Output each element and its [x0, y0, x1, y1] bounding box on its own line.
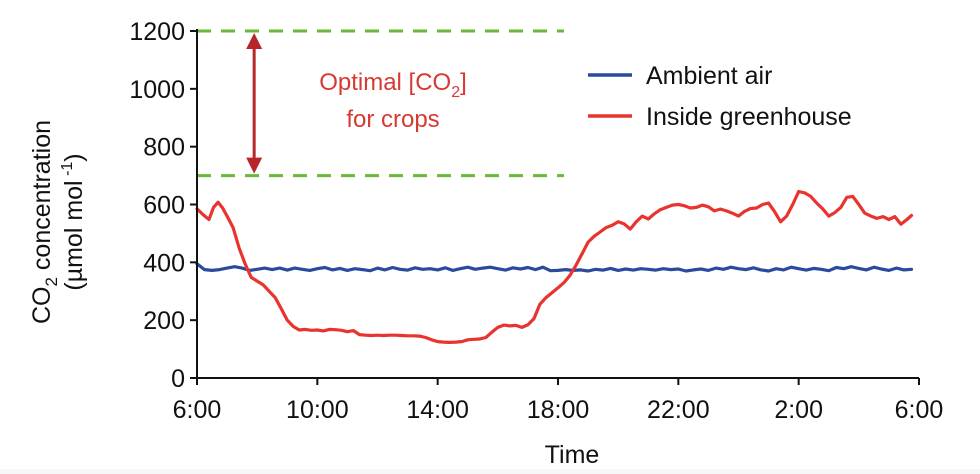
y-tick-label: 1000 [129, 76, 185, 104]
x-tick-label: 22:00 [647, 396, 710, 424]
x-tick-label: 14:00 [406, 396, 469, 424]
optimal-label-prefix: Optimal [CO [319, 69, 451, 96]
x-tick-label: 6:00 [173, 396, 222, 424]
y-tick-label: 200 [143, 307, 185, 335]
series-line-ambient-air [195, 262, 914, 273]
series-group [195, 189, 914, 344]
y-title-suffix: concentration [28, 120, 56, 277]
optimal-label-line2: for crops [346, 106, 439, 133]
axes-group: 0 200 400 600 800 1000 1200 6:00 10:00 14:00 18:00… [129, 18, 943, 424]
y-axis-title-line2: (µmol mol -1) [59, 153, 88, 290]
optimal-arrow-head-down [246, 157, 263, 174]
legend-group: Ambient air Inside greenhouse [588, 62, 852, 131]
optimal-label-sub: 2 [451, 84, 460, 101]
y-tick-label: 600 [143, 192, 185, 220]
y-tick-label: 400 [143, 249, 185, 277]
x-tick-label: 2:00 [774, 396, 823, 424]
optimal-arrow-head-up [246, 33, 263, 49]
legend-label-ambient-air: Ambient air [646, 62, 772, 90]
legend-label-inside-greenhouse: Inside greenhouse [646, 103, 852, 131]
optimal-label-line1: Optimal [CO2] [319, 69, 467, 101]
y-tick-label: 0 [171, 365, 185, 393]
x-tick-label: 10:00 [286, 396, 349, 424]
y-tick-label: 800 [143, 134, 185, 162]
y-title-sub: 2 [42, 277, 61, 286]
x-axis-title: Time [545, 441, 600, 469]
series-line-inside-greenhouse [195, 189, 914, 344]
y-title-co: CO [28, 287, 56, 325]
optimal-band-group [197, 29, 565, 178]
y-title-sup: -1 [59, 162, 76, 181]
y-tick-label: 1200 [129, 18, 185, 46]
x-tick-label: 18:00 [527, 396, 590, 424]
optimal-label-suffix: ] [460, 69, 467, 96]
x-tick-label: 6:00 [895, 396, 944, 424]
y-title-close: ) [60, 153, 88, 161]
y-axis-title-line1: CO2 concentration [28, 120, 61, 324]
y-title-unit: (µmol mol [60, 180, 88, 290]
y-axis-title: CO2 concentration (µmol mol -1) [28, 120, 88, 324]
